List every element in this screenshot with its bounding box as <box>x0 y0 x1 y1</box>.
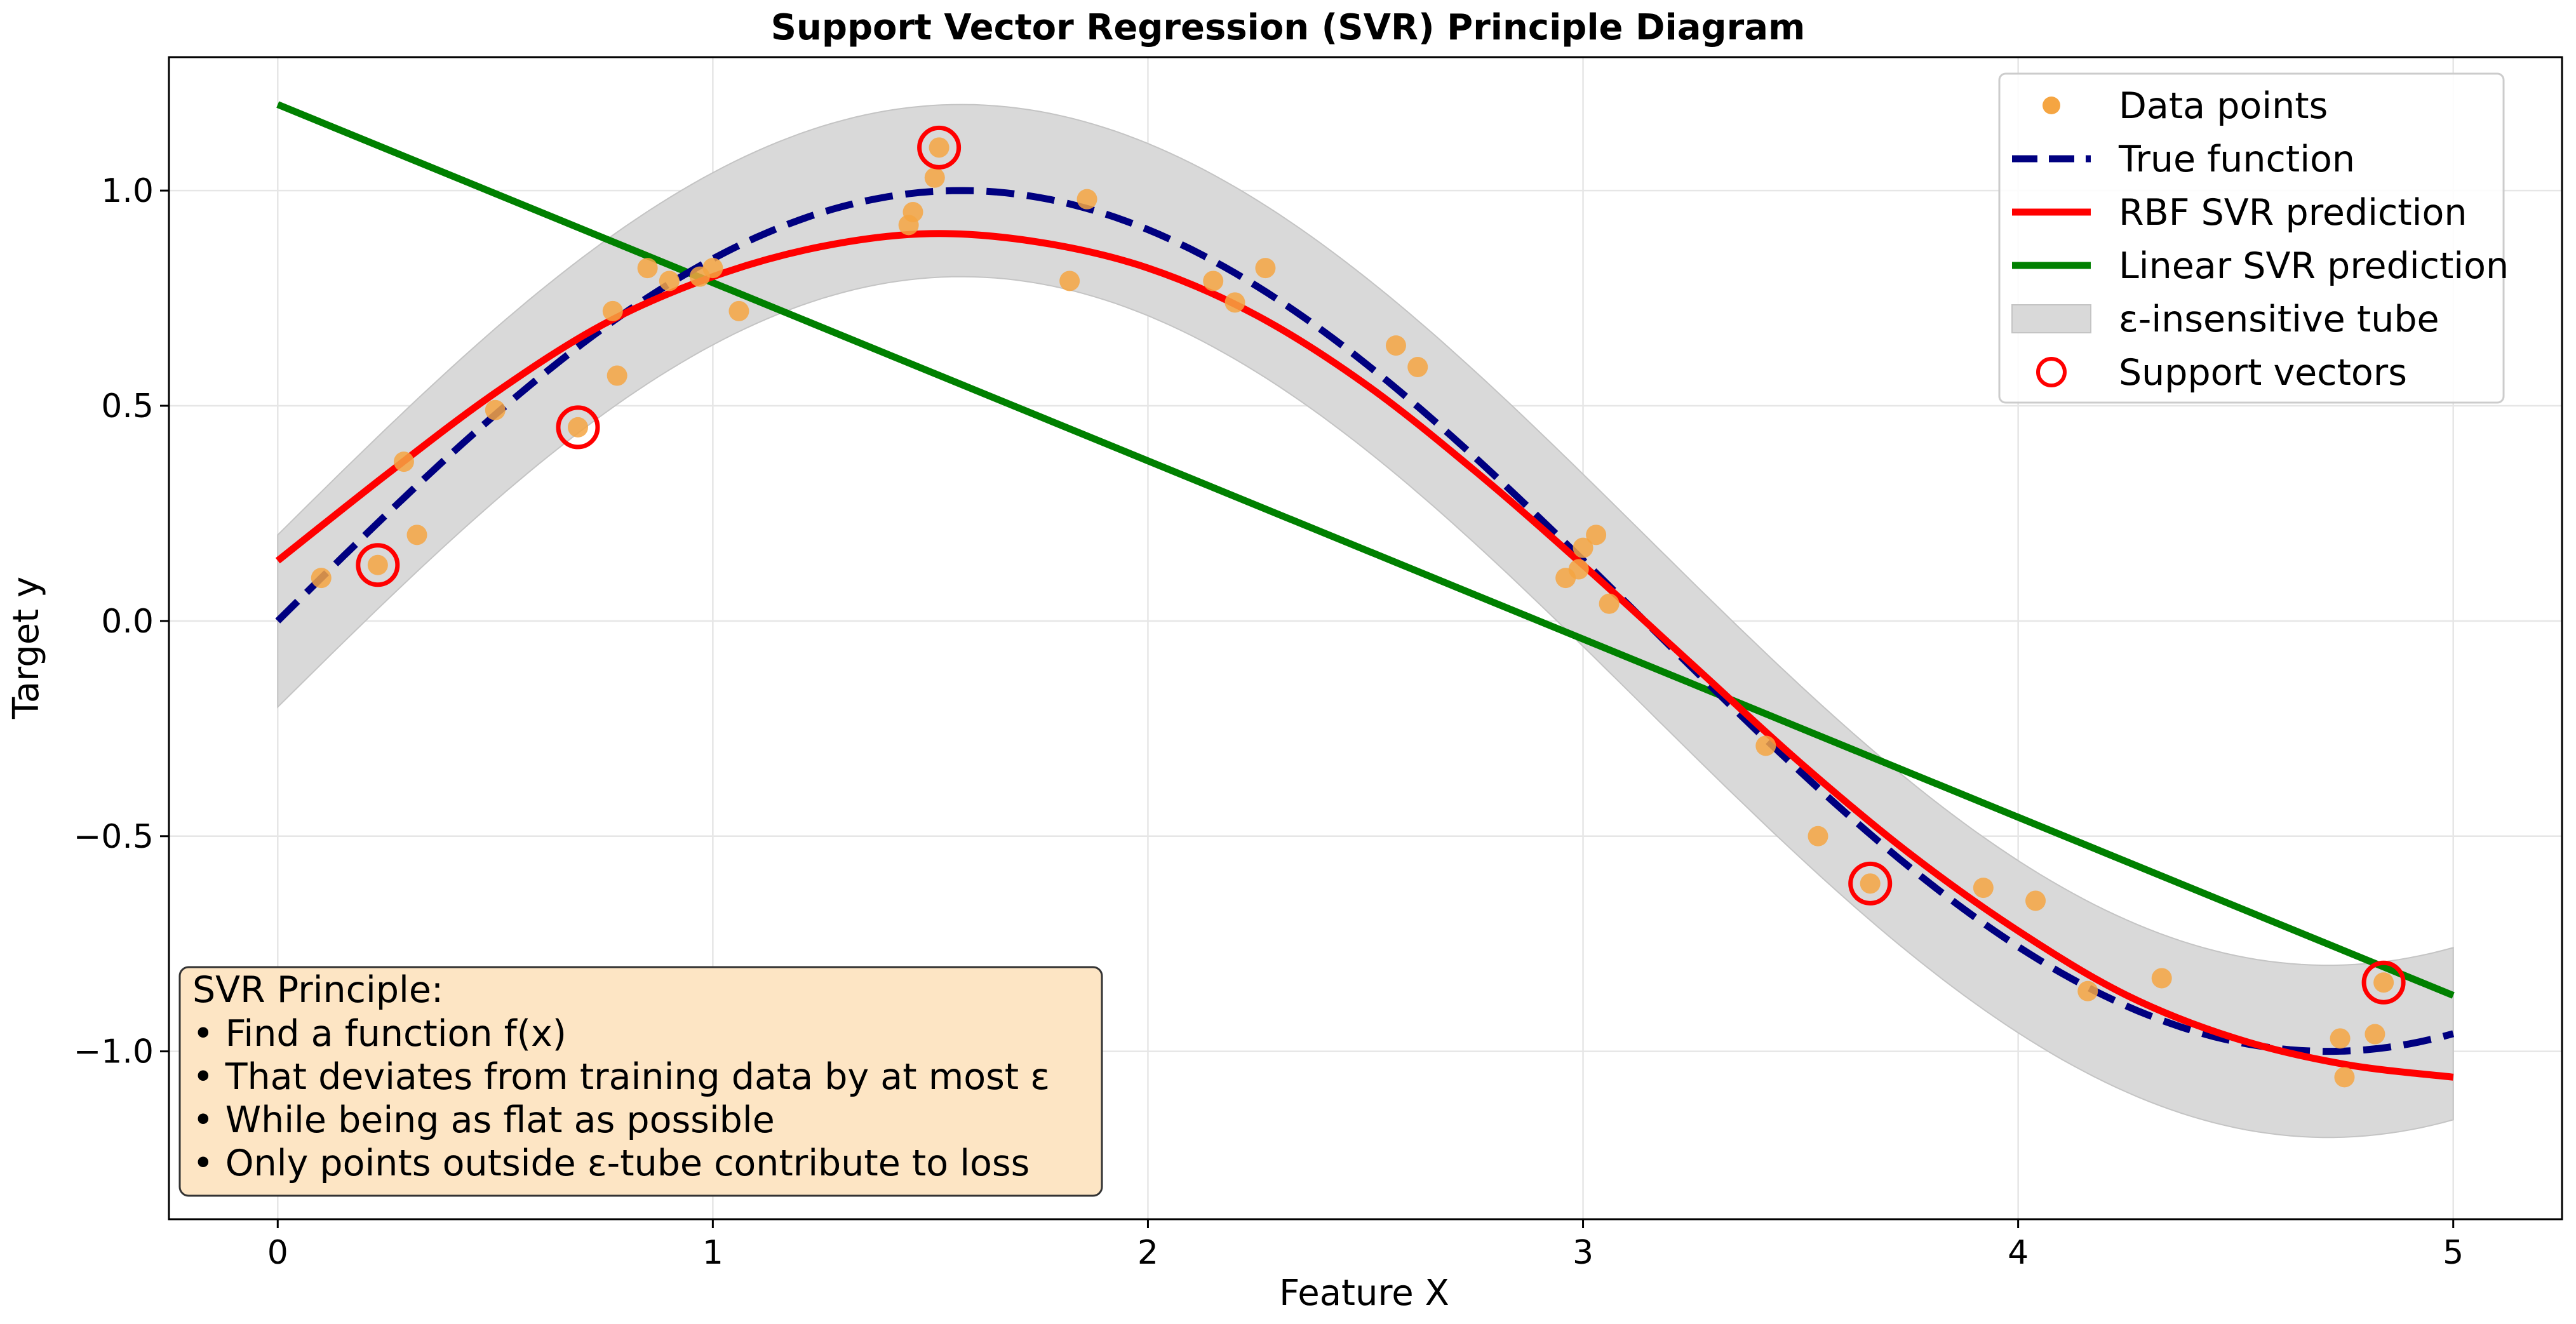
ticks-layer: 0 1 2 3 4 5 −1.0 −0.5 0.0 0.5 1.0 <box>74 172 2464 1272</box>
y-tick-label: −1.0 <box>74 1033 154 1071</box>
y-tick-label: 1.0 <box>101 172 154 210</box>
data-point <box>607 365 627 386</box>
legend-label: Support vectors <box>2119 352 2407 394</box>
data-point <box>1385 335 1406 356</box>
annotation-line: • That deviates from training data by at… <box>192 1056 1050 1098</box>
data-point <box>2151 968 2172 989</box>
epsilon-tube-band <box>277 104 2454 1139</box>
y-axis-label: Target y <box>6 577 47 719</box>
data-point <box>659 271 680 291</box>
data-point <box>1573 537 1593 558</box>
legend-item: Support vectors <box>2036 352 2407 394</box>
data-point <box>1586 525 1607 545</box>
support-vector <box>556 405 600 450</box>
data-point <box>2077 980 2098 1001</box>
data-point <box>567 417 588 438</box>
data-point <box>2373 972 2394 993</box>
data-point <box>406 525 427 545</box>
data-point <box>1255 258 1276 279</box>
annotation-line: • Find a function f(x) <box>192 1013 567 1055</box>
data-point <box>1599 593 1620 614</box>
data-point <box>2025 890 2046 911</box>
support-vector <box>356 543 400 587</box>
data-point <box>637 258 658 279</box>
x-tick-label: 3 <box>1573 1234 1593 1272</box>
data-point <box>902 202 923 222</box>
support-vector <box>2361 960 2406 1005</box>
support-vector <box>917 125 962 170</box>
data-point <box>924 167 945 188</box>
data-point <box>2330 1028 2351 1049</box>
chart-title: Support Vector Regression (SVR) Principl… <box>771 7 1806 48</box>
rbf-svr-line <box>275 230 2454 1081</box>
data-point <box>1568 559 1589 580</box>
legend-label: True function <box>2118 138 2355 180</box>
data-point <box>1059 271 1080 291</box>
legend-label: ε-insensitive tube <box>2119 298 2439 340</box>
legend-item: ε-insensitive tube <box>2011 298 2439 340</box>
legend-item: Data points <box>2043 85 2328 127</box>
legend-swatch-tube <box>2011 304 2091 333</box>
data-point <box>728 300 749 321</box>
data-point <box>367 554 388 575</box>
principle-annotation: SVR Principle: • Find a function f(x)• T… <box>178 966 1103 1197</box>
data-point <box>2334 1067 2355 1088</box>
data-point <box>2365 1024 2385 1045</box>
x-tick-label: 0 <box>267 1234 288 1272</box>
data-point <box>1203 271 1224 291</box>
y-tick-label: 0.5 <box>101 387 154 425</box>
data-point <box>1407 357 1428 377</box>
legend-swatch-support-vectors <box>2036 357 2067 387</box>
x-tick-label: 1 <box>702 1234 723 1272</box>
data-point <box>929 137 949 158</box>
support-vectors-layer <box>356 125 2406 1005</box>
data-point <box>1860 873 1881 894</box>
annotation-line: • Only points outside ε-tube contribute … <box>192 1142 1030 1184</box>
data-point <box>702 258 723 279</box>
data-point <box>1808 826 1828 846</box>
plot-frame <box>168 56 2563 1220</box>
x-tick-label: 2 <box>1137 1234 1158 1272</box>
legend-label: Data points <box>2119 85 2328 127</box>
x-tick-label: 4 <box>2008 1234 2029 1272</box>
x-axis-label: Feature X <box>1279 1273 1449 1314</box>
annotation-box <box>178 966 1103 1197</box>
annotation-line: • While being as flat as possible <box>192 1099 775 1141</box>
legend-swatch-data-points <box>2043 97 2060 114</box>
data-point <box>1077 189 1097 210</box>
legend-item: RBF SVR prediction <box>2012 192 2467 234</box>
data-point <box>602 300 623 321</box>
data-point <box>1755 735 1776 756</box>
y-tick-label: 0.0 <box>101 603 154 641</box>
data-point <box>1224 292 1245 313</box>
legend: Data points True function RBF SVR predicti… <box>1998 72 2509 404</box>
x-tick-label: 5 <box>2443 1234 2464 1272</box>
support-vector <box>1848 861 1893 906</box>
data-points-layer <box>311 137 2394 1088</box>
legend-item: True function <box>2012 138 2355 180</box>
data-point <box>485 399 506 420</box>
linear-svr-line <box>276 101 2455 999</box>
legend-label: Linear SVR prediction <box>2119 245 2509 287</box>
data-point <box>1973 878 1994 899</box>
data-point <box>311 568 332 589</box>
legend-box <box>1998 72 2505 404</box>
legend-item: Linear SVR prediction <box>2012 245 2509 287</box>
data-point <box>393 451 414 472</box>
annotation-heading: SVR Principle: <box>192 969 443 1011</box>
y-tick-label: −0.5 <box>74 818 154 856</box>
legend-label: RBF SVR prediction <box>2119 192 2467 234</box>
